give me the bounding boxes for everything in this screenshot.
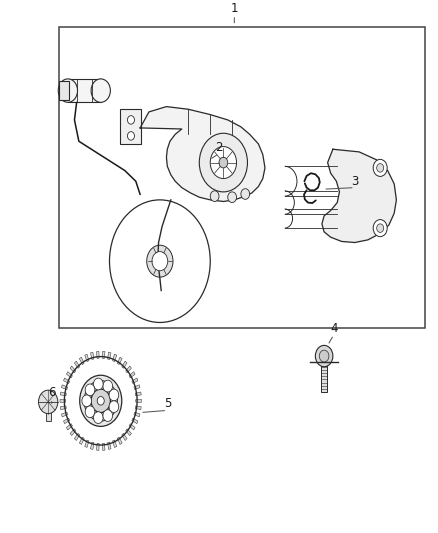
Circle shape [147, 245, 173, 277]
Circle shape [82, 395, 92, 407]
Circle shape [315, 345, 333, 367]
Polygon shape [61, 385, 67, 390]
Polygon shape [129, 372, 135, 378]
Polygon shape [91, 352, 94, 360]
Bar [68, 79, 101, 102]
Polygon shape [96, 351, 99, 358]
Circle shape [109, 389, 119, 401]
Polygon shape [134, 412, 140, 417]
Polygon shape [91, 442, 94, 449]
Polygon shape [96, 443, 99, 450]
Circle shape [93, 412, 103, 424]
Circle shape [241, 189, 250, 199]
Circle shape [103, 410, 113, 422]
Polygon shape [74, 361, 80, 368]
Polygon shape [135, 392, 141, 395]
Circle shape [377, 224, 384, 232]
Polygon shape [136, 399, 141, 402]
Polygon shape [70, 429, 76, 435]
Polygon shape [126, 429, 131, 435]
Polygon shape [67, 424, 72, 430]
Polygon shape [122, 433, 127, 440]
Polygon shape [113, 440, 117, 448]
Circle shape [127, 132, 134, 140]
Circle shape [103, 380, 113, 392]
Circle shape [91, 389, 110, 413]
Polygon shape [61, 412, 67, 417]
Polygon shape [322, 149, 396, 243]
Bar [46, 402, 51, 421]
Polygon shape [132, 418, 138, 424]
Polygon shape [67, 372, 72, 378]
Polygon shape [129, 424, 135, 430]
Circle shape [80, 375, 122, 426]
Polygon shape [64, 378, 70, 383]
Circle shape [373, 159, 387, 176]
Circle shape [377, 164, 384, 172]
Polygon shape [107, 442, 111, 449]
Circle shape [97, 397, 104, 405]
Bar [59, 27, 425, 328]
Polygon shape [102, 443, 105, 450]
Polygon shape [64, 418, 70, 424]
Circle shape [152, 252, 168, 271]
Polygon shape [70, 366, 76, 373]
Text: 3: 3 [351, 175, 358, 188]
Polygon shape [74, 433, 80, 440]
Circle shape [85, 384, 95, 395]
Polygon shape [107, 352, 111, 360]
Text: 5: 5 [164, 398, 171, 410]
Circle shape [84, 381, 117, 421]
Circle shape [319, 350, 329, 362]
Polygon shape [60, 392, 66, 395]
Bar [321, 357, 327, 392]
Bar [120, 109, 141, 144]
Polygon shape [122, 361, 127, 368]
Circle shape [85, 406, 95, 418]
Polygon shape [117, 437, 122, 445]
Polygon shape [85, 354, 89, 361]
Circle shape [39, 390, 58, 414]
Circle shape [228, 192, 237, 203]
Polygon shape [60, 406, 66, 410]
Circle shape [110, 200, 210, 322]
Polygon shape [79, 437, 84, 445]
Polygon shape [60, 399, 66, 402]
Polygon shape [140, 107, 265, 201]
Text: 6: 6 [48, 386, 56, 399]
Polygon shape [132, 378, 138, 383]
Circle shape [91, 79, 110, 102]
Polygon shape [113, 354, 117, 361]
Circle shape [210, 191, 219, 201]
Circle shape [58, 79, 78, 102]
Circle shape [373, 220, 387, 237]
Polygon shape [126, 366, 131, 373]
Polygon shape [85, 440, 89, 448]
Circle shape [210, 147, 237, 179]
Polygon shape [135, 406, 141, 410]
Circle shape [219, 157, 228, 168]
Circle shape [127, 116, 134, 124]
Polygon shape [79, 357, 84, 365]
Circle shape [199, 133, 247, 192]
Polygon shape [134, 385, 140, 390]
Circle shape [109, 401, 119, 413]
Polygon shape [102, 351, 105, 358]
Circle shape [93, 378, 103, 390]
Text: 1: 1 [230, 2, 238, 15]
Text: 4: 4 [330, 322, 338, 335]
Bar [59, 81, 69, 100]
Polygon shape [117, 357, 122, 365]
Text: 2: 2 [215, 141, 223, 154]
